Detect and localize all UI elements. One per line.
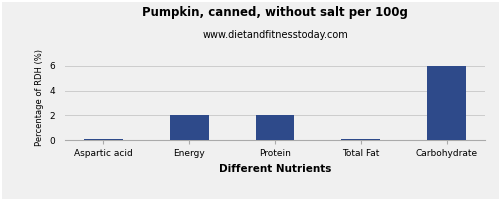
Bar [342, 139, 380, 140]
Bar [84, 139, 122, 140]
Text: www.dietandfitnesstoday.com: www.dietandfitnesstoday.com [202, 30, 348, 40]
Bar [170, 115, 208, 140]
X-axis label: Different Nutrients: Different Nutrients [219, 164, 331, 174]
Bar [428, 66, 466, 140]
Y-axis label: Percentage of RDH (%): Percentage of RDH (%) [35, 49, 44, 146]
Text: Pumpkin, canned, without salt per 100g: Pumpkin, canned, without salt per 100g [142, 6, 408, 19]
Bar [256, 115, 294, 140]
